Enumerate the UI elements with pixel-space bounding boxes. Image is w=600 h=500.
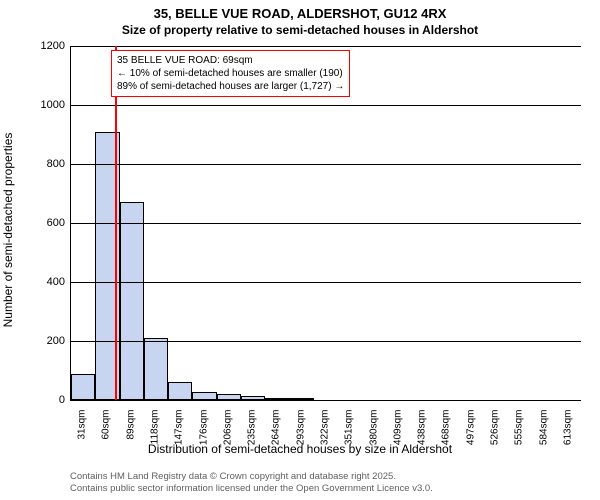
gridline bbox=[71, 164, 581, 165]
chart-subtitle: Size of property relative to semi-detach… bbox=[0, 21, 600, 41]
y-tick-label: 0 bbox=[35, 394, 65, 406]
gridline bbox=[71, 105, 581, 106]
y-axis-label: Number of semi-detached properties bbox=[1, 133, 15, 328]
histogram-bar bbox=[71, 374, 95, 400]
annotation-line-2: ← 10% of semi-detached houses are smalle… bbox=[117, 67, 344, 80]
annotation-line-3: 89% of semi-detached houses are larger (… bbox=[117, 80, 344, 93]
annotation-box: 35 BELLE VUE ROAD: 69sqm ← 10% of semi-d… bbox=[111, 50, 350, 97]
gridline bbox=[71, 282, 581, 283]
histogram-bar bbox=[290, 398, 314, 400]
y-tick-label: 600 bbox=[35, 217, 65, 229]
gridline bbox=[71, 46, 581, 47]
histogram-bar bbox=[192, 392, 216, 400]
x-axis-label: Distribution of semi-detached houses by … bbox=[0, 442, 600, 456]
footer-attribution: Contains HM Land Registry data © Crown c… bbox=[70, 471, 433, 494]
chart-title: 35, BELLE VUE ROAD, ALDERSHOT, GU12 4RX bbox=[0, 0, 600, 21]
histogram-bar bbox=[120, 202, 144, 400]
property-marker-line bbox=[115, 46, 117, 400]
histogram-bar bbox=[217, 394, 241, 400]
histogram-bar bbox=[168, 382, 192, 400]
y-tick-label: 1000 bbox=[35, 99, 65, 111]
y-tick-label: 800 bbox=[35, 158, 65, 170]
footer-line-1: Contains HM Land Registry data © Crown c… bbox=[70, 471, 433, 482]
y-tick-label: 1200 bbox=[35, 40, 65, 52]
histogram-bar bbox=[241, 396, 265, 400]
gridline bbox=[71, 223, 581, 224]
histogram-bar bbox=[144, 338, 168, 400]
plot-area: 35 BELLE VUE ROAD: 69sqm ← 10% of semi-d… bbox=[70, 46, 581, 401]
y-tick-label: 200 bbox=[35, 335, 65, 347]
footer-line-2: Contains public sector information licen… bbox=[70, 483, 433, 494]
y-tick-label: 400 bbox=[35, 276, 65, 288]
annotation-line-1: 35 BELLE VUE ROAD: 69sqm bbox=[117, 54, 344, 67]
gridline bbox=[71, 341, 581, 342]
histogram-bar bbox=[265, 398, 289, 400]
